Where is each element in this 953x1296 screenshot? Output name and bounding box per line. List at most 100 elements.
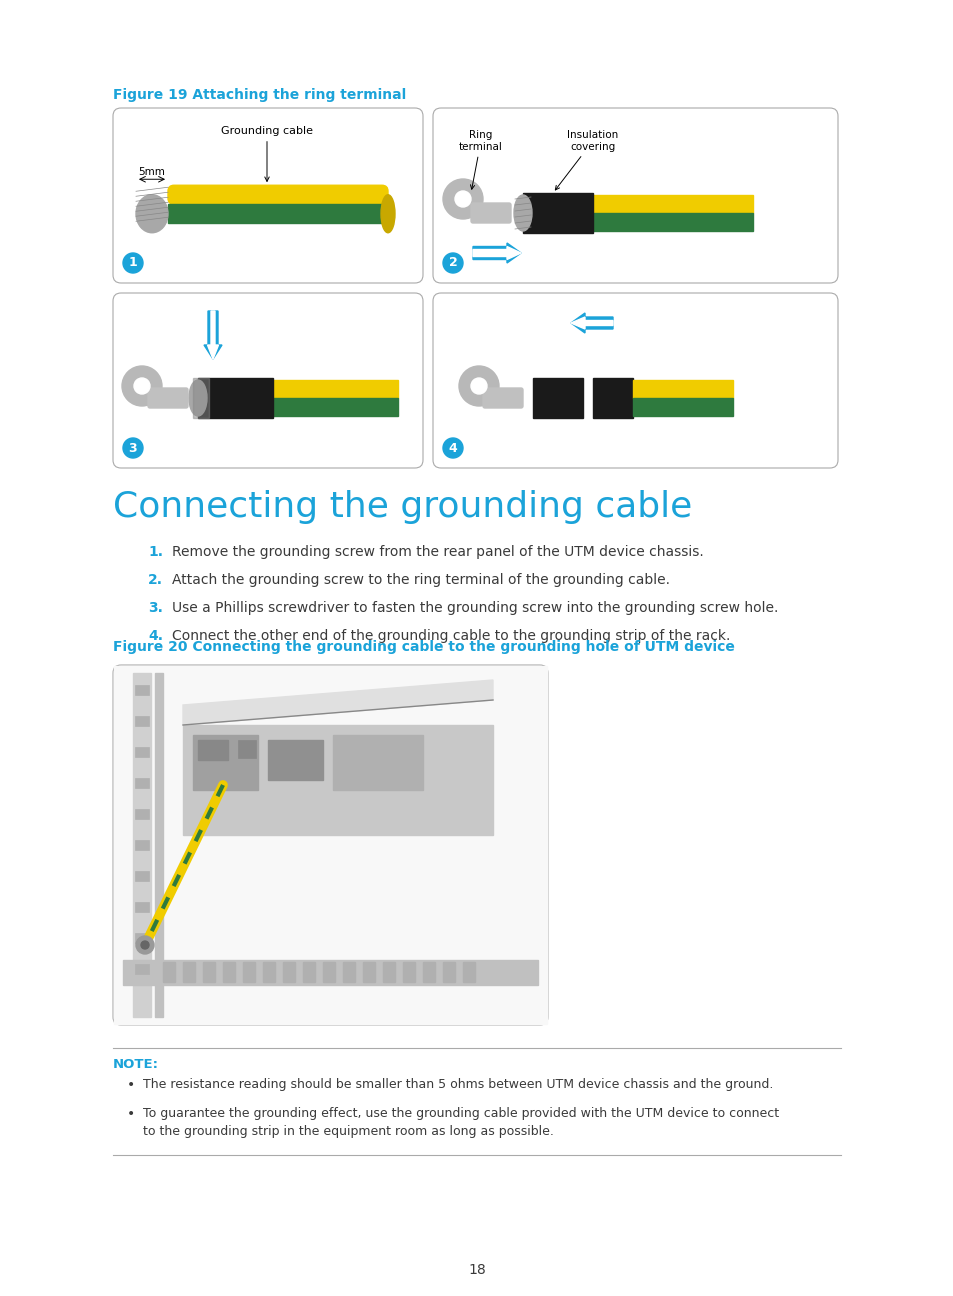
Bar — [533, 378, 582, 419]
Text: 5mm: 5mm — [138, 167, 165, 178]
Bar — [223, 962, 234, 982]
Text: 1.: 1. — [148, 546, 163, 559]
Text: Ring
terminal: Ring terminal — [458, 130, 502, 189]
FancyBboxPatch shape — [471, 203, 511, 223]
Bar — [593, 378, 633, 419]
Bar — [135, 746, 149, 757]
Bar — [154, 673, 163, 1017]
Circle shape — [136, 936, 153, 954]
Text: •: • — [127, 1107, 135, 1121]
Bar — [183, 962, 194, 982]
Bar — [268, 740, 323, 780]
Bar — [442, 962, 455, 982]
Bar — [198, 740, 228, 759]
Bar — [593, 194, 752, 213]
Bar — [135, 778, 149, 788]
Bar — [193, 735, 257, 791]
Bar — [273, 398, 397, 416]
Circle shape — [442, 438, 462, 457]
Circle shape — [141, 941, 149, 949]
Bar — [333, 735, 422, 791]
Bar — [343, 962, 355, 982]
Text: NOTE:: NOTE: — [112, 1058, 159, 1070]
FancyArrow shape — [571, 314, 613, 333]
FancyBboxPatch shape — [168, 185, 388, 205]
Bar — [237, 740, 255, 758]
Text: Attach the grounding screw to the ring terminal of the grounding cable.: Attach the grounding screw to the ring t… — [172, 573, 669, 587]
FancyBboxPatch shape — [112, 108, 422, 283]
FancyBboxPatch shape — [112, 293, 422, 468]
Bar — [522, 193, 593, 233]
FancyBboxPatch shape — [482, 388, 522, 408]
Bar — [132, 673, 151, 1017]
Text: Figure 20 Connecting the grounding cable to the grounding hole of UTM device: Figure 20 Connecting the grounding cable… — [112, 640, 734, 654]
Text: 18: 18 — [468, 1264, 485, 1277]
Circle shape — [442, 253, 462, 273]
Bar — [633, 398, 732, 416]
Text: 4: 4 — [448, 442, 456, 455]
FancyArrow shape — [473, 246, 520, 259]
FancyBboxPatch shape — [112, 665, 547, 1025]
Bar — [193, 378, 209, 419]
Text: Remove the grounding screw from the rear panel of the UTM device chassis.: Remove the grounding screw from the rear… — [172, 546, 703, 559]
Bar — [135, 964, 149, 975]
Bar — [135, 809, 149, 819]
Bar — [283, 962, 294, 982]
Text: Figure 19 Attaching the ring terminal: Figure 19 Attaching the ring terminal — [112, 88, 406, 102]
Bar — [243, 962, 254, 982]
Bar — [363, 962, 375, 982]
Text: 2: 2 — [448, 257, 456, 270]
Circle shape — [123, 253, 143, 273]
Ellipse shape — [136, 194, 168, 233]
Bar — [135, 715, 149, 726]
Bar — [135, 902, 149, 912]
Ellipse shape — [458, 365, 498, 406]
Text: Connect the other end of the grounding cable to the grounding strip of the rack.: Connect the other end of the grounding c… — [172, 629, 730, 643]
Bar — [135, 686, 149, 695]
FancyBboxPatch shape — [433, 108, 837, 283]
Bar — [135, 840, 149, 850]
Polygon shape — [183, 680, 493, 724]
Text: 4.: 4. — [148, 629, 163, 643]
FancyBboxPatch shape — [433, 293, 837, 468]
FancyArrow shape — [571, 318, 613, 329]
Text: to the grounding strip in the equipment room as long as possible.: to the grounding strip in the equipment … — [143, 1125, 554, 1138]
Ellipse shape — [380, 194, 395, 233]
Bar — [113, 666, 546, 1024]
Bar — [593, 213, 752, 231]
Text: To guarantee the grounding effect, use the grounding cable provided with the UTM: To guarantee the grounding effect, use t… — [143, 1107, 779, 1120]
Ellipse shape — [514, 194, 532, 231]
Bar — [382, 962, 395, 982]
Bar — [273, 380, 397, 398]
FancyArrow shape — [204, 311, 222, 359]
Bar — [633, 380, 732, 398]
Bar — [135, 933, 149, 943]
Text: The resistance reading should be smaller than 5 ohms between UTM device chassis : The resistance reading should be smaller… — [143, 1078, 773, 1091]
Ellipse shape — [122, 365, 162, 406]
Text: Use a Phillips screwdriver to fasten the grounding screw into the grounding scre: Use a Phillips screwdriver to fasten the… — [172, 601, 778, 616]
Text: 3: 3 — [129, 442, 137, 455]
Bar — [183, 724, 493, 835]
Ellipse shape — [471, 378, 486, 394]
Bar — [303, 962, 314, 982]
Bar — [402, 962, 415, 982]
Bar — [163, 962, 174, 982]
Bar — [123, 960, 537, 985]
Bar — [422, 962, 435, 982]
Bar — [168, 205, 388, 223]
Text: Grounding cable: Grounding cable — [221, 126, 313, 181]
Bar — [462, 962, 475, 982]
Text: 1: 1 — [129, 257, 137, 270]
Text: Connecting the grounding cable: Connecting the grounding cable — [112, 490, 692, 524]
FancyBboxPatch shape — [148, 388, 188, 408]
Bar — [135, 871, 149, 881]
Ellipse shape — [455, 191, 471, 207]
FancyArrow shape — [208, 311, 218, 359]
Text: •: • — [127, 1078, 135, 1093]
Ellipse shape — [442, 179, 482, 219]
FancyArrow shape — [473, 244, 520, 263]
Ellipse shape — [189, 380, 207, 416]
Text: 2.: 2. — [148, 573, 163, 587]
Bar — [263, 962, 274, 982]
Bar — [203, 962, 214, 982]
